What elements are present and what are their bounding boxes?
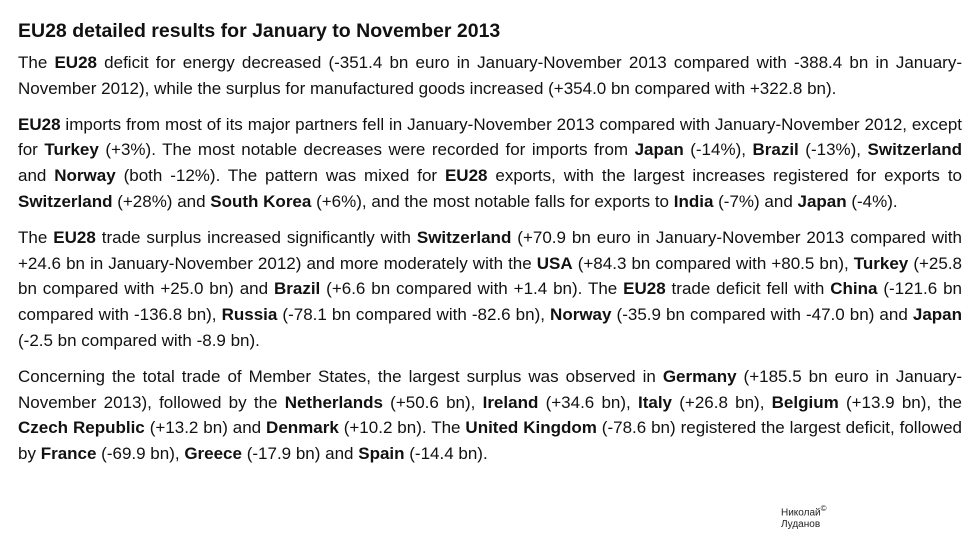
bold-term: EU28 [623,279,666,299]
bold-term: United Kingdom [465,418,597,438]
bold-term: Italy [637,392,673,412]
bold-term: India [673,191,714,211]
bold-term: Netherlands [284,392,383,412]
text-segment: (+26.8 bn), [672,392,772,412]
text-segment: (-14%), [683,140,753,160]
text-segment: (-7%) and [713,191,798,211]
copyright-symbol: © [820,504,827,513]
bold-term: Japan [634,140,684,160]
text-segment: (-2.5 bn compared with -8.9 bn). [18,330,260,350]
bold-term: Turkey [44,140,99,160]
bold-term: Brazil [752,140,799,160]
text-segment: (+3%). The most notable decreases were r… [98,140,635,160]
bold-term: France [40,444,97,464]
text-segment: (-4%). [846,191,898,211]
text-segment: (-17.9 bn) and [241,444,359,464]
bold-term: EU28 [18,114,61,134]
document: EU28 detailed results for January to Nov… [18,18,962,477]
text-segment: (+34.6 bn), [538,392,638,412]
text-segment: trade surplus increased significantly wi… [95,227,417,247]
paragraph-3: The EU28 trade surplus increased signifi… [18,225,962,354]
text-segment: Concerning the total trade of Member Sta… [18,366,663,386]
bold-term: China [830,279,878,299]
text-segment: deficit for energy decreased (-351.4 bn … [18,53,962,98]
bold-term: Belgium [771,392,839,412]
text-segment: (-35.9 bn compared with -47.0 bn) and [611,305,913,325]
bold-term: Switzerland [867,140,963,160]
bold-term: USA [536,253,573,273]
text-segment: (+50.6 bn), [382,392,483,412]
bold-term: South Korea [210,191,312,211]
text-segment: (-69.9 bn), [96,444,185,464]
bold-term: Switzerland [416,227,512,247]
text-segment: (+13.2 bn) and [144,418,267,438]
bold-term: Japan [912,305,962,325]
text-segment: (+6%), and the most notable falls for ex… [311,191,674,211]
text-segment: (+84.3 bn compared with +80.5 bn), [572,253,854,273]
text-segment: (+6.6 bn compared with +1.4 bn). The [320,279,624,299]
page-title: EU28 detailed results for January to Nov… [18,20,501,42]
bold-term: Switzerland [18,191,113,211]
paragraph-2: EU28 imports from most of its major part… [18,112,962,215]
bold-term: Ireland [482,392,539,412]
text-segment: (both -12%). The pattern was mixed for [115,166,445,186]
text-segment: (+10.2 bn). The [338,418,466,438]
text-segment: trade deficit fell with [665,279,831,299]
bold-term: EU28 [444,166,488,186]
text-segment: (+28%) and [112,191,211,211]
text-segment: exports, with the largest increases regi… [487,166,963,186]
text-segment: (+70.9 bn euro in January-November 2013 … [18,227,962,273]
bold-term: EU28 [53,227,96,247]
text-segment: (-13%), [798,140,868,160]
paragraph-1: The EU28 deficit for energy decreased (-… [18,50,962,102]
bold-term: Japan [797,191,847,211]
text-segment: (-78.1 bn compared with -82.6 bn), [277,305,551,325]
bold-term: Turkey [853,253,909,273]
bold-term: Germany [662,366,737,386]
bold-term: Greece [184,444,242,464]
text-segment: The [18,227,54,247]
watermark-last-name: Луданов [781,519,821,531]
bold-term: EU28 [54,53,97,72]
bold-term: Norway [550,305,612,325]
bold-term: Norway [54,166,116,186]
text-segment: (+25.8 bn compared with +25.0 bn) and [18,253,962,299]
text-segment: (+13.9 bn), the [838,392,962,412]
text-segment: and [18,166,55,186]
watermark-first-name: Николай [781,507,821,519]
text-segment: (-78.6 bn) registered the largest defici… [18,418,962,464]
bold-term: Spain [358,444,405,464]
text-segment: imports from most of its major partners … [18,114,962,160]
text-segment: (-14.4 bn). [404,444,488,464]
text-segment: (+185.5 bn euro in January-November 2013… [18,366,962,412]
body-text: The EU28 deficit for energy decreased (-… [18,50,962,467]
bold-term: Czech Republic [18,418,145,438]
text-segment: (-121.6 bn compared with -136.8 bn), [18,279,962,325]
bold-term: Russia [221,305,278,325]
text-segment: The [18,53,55,72]
bold-term: Brazil [273,279,321,299]
paragraph-4: Concerning the total trade of Member Sta… [18,364,962,467]
author-watermark: Николай© Луданов [781,503,827,531]
bold-term: Denmark [266,418,339,438]
